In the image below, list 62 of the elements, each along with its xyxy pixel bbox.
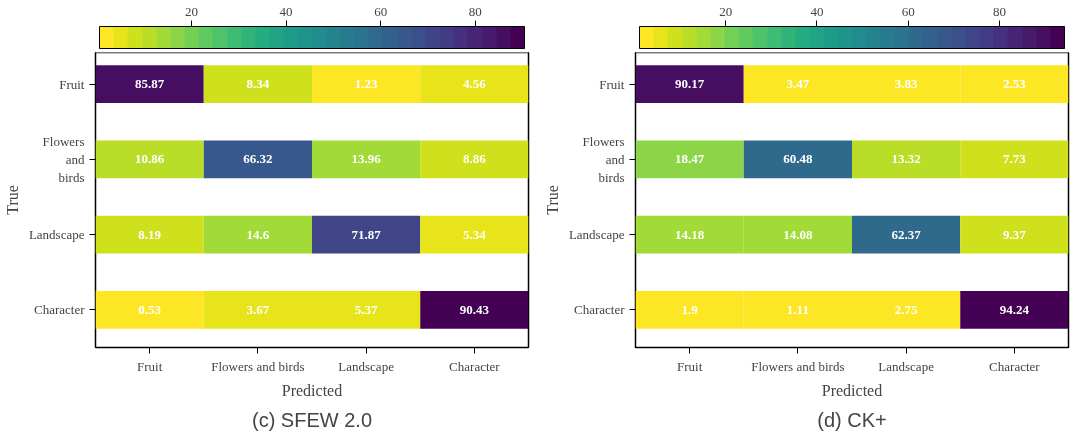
data-label: 3.83 bbox=[894, 76, 918, 92]
x-tick-label: Landscape bbox=[878, 358, 935, 374]
data-label: 62.37 bbox=[891, 226, 922, 242]
x-tick-label: Flowers and birds bbox=[211, 358, 305, 374]
x-tick-label: Fruit bbox=[676, 358, 703, 374]
color-bar-label: 60 bbox=[374, 3, 388, 19]
text: (c) SFEW 2.0 bbox=[252, 408, 373, 431]
x-tick-label: Landscape bbox=[338, 358, 395, 374]
data-label: 5.34 bbox=[463, 226, 487, 242]
data-label: 85.87 bbox=[135, 76, 165, 92]
data-label: 90.43 bbox=[459, 301, 490, 317]
data-label: 1.11 bbox=[786, 301, 809, 317]
data-label: 5.37 bbox=[354, 301, 378, 317]
data-label: 2.53 bbox=[1003, 76, 1027, 92]
y-tick-label: Flowers and birds bbox=[582, 133, 625, 185]
y-tick-label: Landscape bbox=[568, 227, 625, 243]
color-bar-label: 20 bbox=[719, 3, 733, 19]
data-label: 0.53 bbox=[138, 301, 162, 317]
data-label: 13.32 bbox=[891, 151, 921, 167]
data-label: 90.17 bbox=[675, 76, 705, 92]
x-tick-label: Character bbox=[989, 358, 1041, 374]
data-label: 60.48 bbox=[783, 151, 813, 167]
data-label: 18.47 bbox=[675, 151, 705, 167]
data-label: 14.08 bbox=[783, 226, 813, 242]
y-tick-label: Landscape bbox=[28, 227, 85, 243]
data-label: 13.96 bbox=[351, 151, 382, 167]
x-tick-label: Character bbox=[449, 358, 501, 374]
data-label: 10.86 bbox=[135, 151, 165, 167]
color-bar-label: 80 bbox=[468, 3, 482, 19]
data-label: 94.24 bbox=[999, 301, 1030, 317]
color-bar-label: 60 bbox=[901, 3, 915, 19]
y-tick-label: Flowers and birds bbox=[42, 133, 85, 185]
data-label: 1.9 bbox=[681, 301, 699, 317]
color-bar-label: 40 bbox=[279, 3, 293, 19]
data-label: 3.67 bbox=[246, 301, 270, 317]
data-label: 66.32 bbox=[243, 151, 273, 167]
data-label: 14.18 bbox=[675, 226, 705, 242]
data-label: 8.86 bbox=[463, 151, 487, 167]
data-label: 71.87 bbox=[351, 226, 382, 242]
y-axis-title: True bbox=[3, 185, 21, 215]
x-tick-label: Fruit bbox=[136, 358, 163, 374]
y-tick-label: Character bbox=[33, 302, 86, 318]
x-tick-label: Flowers and birds bbox=[751, 358, 845, 374]
data-label: 1.23 bbox=[354, 76, 378, 92]
data-label: 8.34 bbox=[246, 76, 270, 92]
color-bar-label: 40 bbox=[810, 3, 824, 19]
data-label: 3.47 bbox=[786, 76, 810, 92]
color-bar-label: 80 bbox=[993, 3, 1007, 19]
text: (d) CK+ bbox=[817, 408, 887, 431]
data-label: 4.56 bbox=[463, 76, 487, 92]
data-label: 2.75 bbox=[894, 301, 918, 317]
color-bar-label: 20 bbox=[185, 3, 199, 19]
x-axis-title: Predicted bbox=[821, 381, 883, 399]
y-axis-title: True bbox=[543, 185, 561, 215]
y-tick-label: Fruit bbox=[599, 76, 625, 92]
data-label: 9.37 bbox=[1003, 226, 1027, 242]
data-label: 14.6 bbox=[246, 226, 270, 242]
y-tick-label: Fruit bbox=[59, 76, 85, 92]
y-tick-label: Character bbox=[573, 302, 626, 318]
x-axis-title: Predicted bbox=[281, 381, 343, 399]
data-label: 7.73 bbox=[1003, 151, 1027, 167]
data-label: 8.19 bbox=[138, 226, 162, 242]
